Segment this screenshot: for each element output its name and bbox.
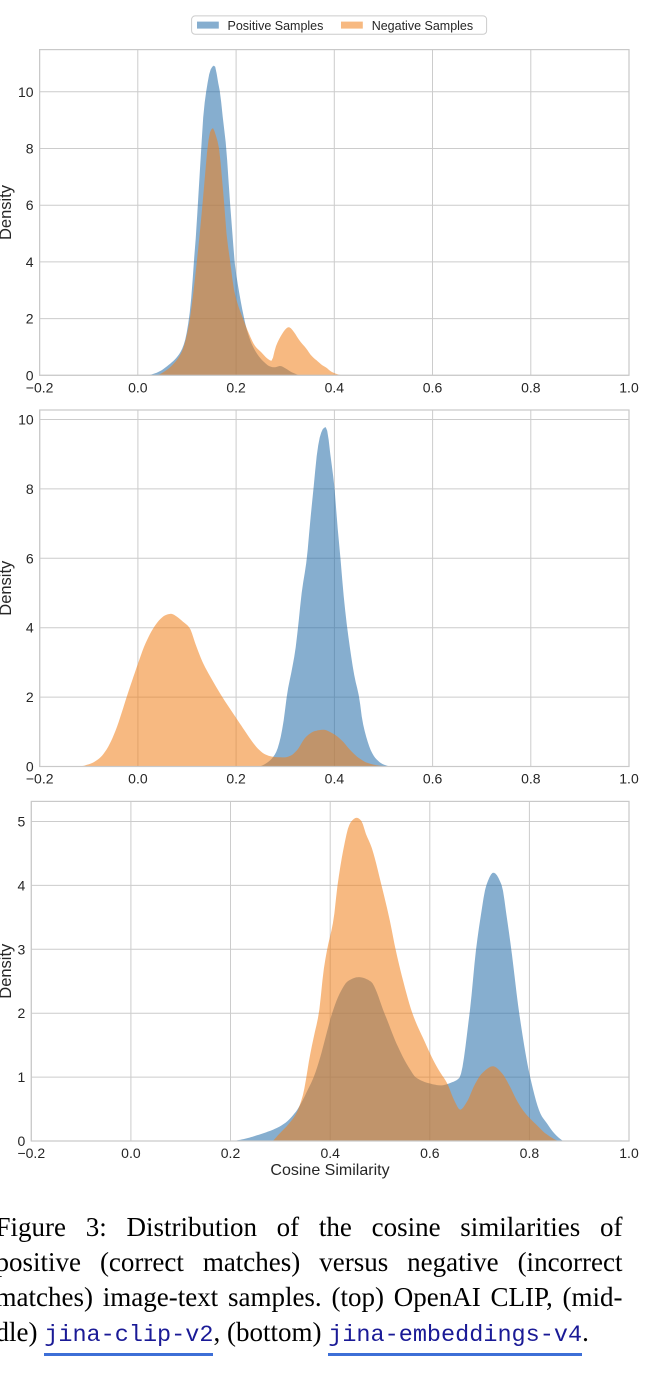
svg-text:−0.2: −0.2 <box>26 379 54 395</box>
svg-text:−0.2: −0.2 <box>17 1145 45 1161</box>
svg-text:6: 6 <box>26 197 34 213</box>
svg-text:3: 3 <box>18 941 26 957</box>
svg-text:Cosine Similarity: Cosine Similarity <box>270 1162 389 1179</box>
svg-text:0: 0 <box>26 759 34 775</box>
svg-text:Positive Samples: Positive Samples <box>228 19 324 33</box>
svg-text:4: 4 <box>26 620 34 636</box>
svg-text:Density: Density <box>0 943 15 999</box>
svg-text:0: 0 <box>26 367 34 383</box>
svg-text:0.8: 0.8 <box>520 1145 540 1161</box>
svg-text:0.0: 0.0 <box>128 771 148 787</box>
svg-text:−0.2: −0.2 <box>26 771 54 787</box>
svg-text:2: 2 <box>18 1005 26 1021</box>
svg-text:1.0: 1.0 <box>619 379 639 395</box>
svg-text:0.4: 0.4 <box>325 771 345 787</box>
svg-text:1: 1 <box>18 1069 26 1085</box>
svg-text:Density: Density <box>0 184 15 240</box>
svg-text:Negative Samples: Negative Samples <box>372 19 473 33</box>
svg-text:0.4: 0.4 <box>325 379 345 395</box>
svg-text:0.0: 0.0 <box>128 379 148 395</box>
svg-text:0.2: 0.2 <box>221 1145 241 1161</box>
svg-text:2: 2 <box>26 689 34 705</box>
svg-text:0: 0 <box>18 1133 26 1149</box>
svg-text:Density: Density <box>0 560 15 616</box>
svg-text:0.6: 0.6 <box>420 1145 440 1161</box>
svg-text:0.8: 0.8 <box>521 379 541 395</box>
svg-text:1.0: 1.0 <box>619 1145 639 1161</box>
svg-text:4: 4 <box>26 254 34 270</box>
svg-text:5: 5 <box>18 814 26 830</box>
svg-text:6: 6 <box>26 550 34 566</box>
svg-text:8: 8 <box>26 141 34 157</box>
svg-text:0.8: 0.8 <box>521 771 541 787</box>
svg-text:4: 4 <box>18 877 26 893</box>
svg-text:10: 10 <box>18 84 34 100</box>
svg-text:8: 8 <box>26 481 34 497</box>
svg-text:0.4: 0.4 <box>320 1145 340 1161</box>
svg-text:0.2: 0.2 <box>226 771 246 787</box>
svg-text:0.2: 0.2 <box>226 379 246 395</box>
svg-text:1.0: 1.0 <box>619 771 639 787</box>
svg-text:0.6: 0.6 <box>423 771 443 787</box>
svg-text:2: 2 <box>26 311 34 327</box>
svg-text:10: 10 <box>18 412 34 428</box>
svg-text:0.0: 0.0 <box>121 1145 141 1161</box>
svg-text:0.6: 0.6 <box>423 379 443 395</box>
